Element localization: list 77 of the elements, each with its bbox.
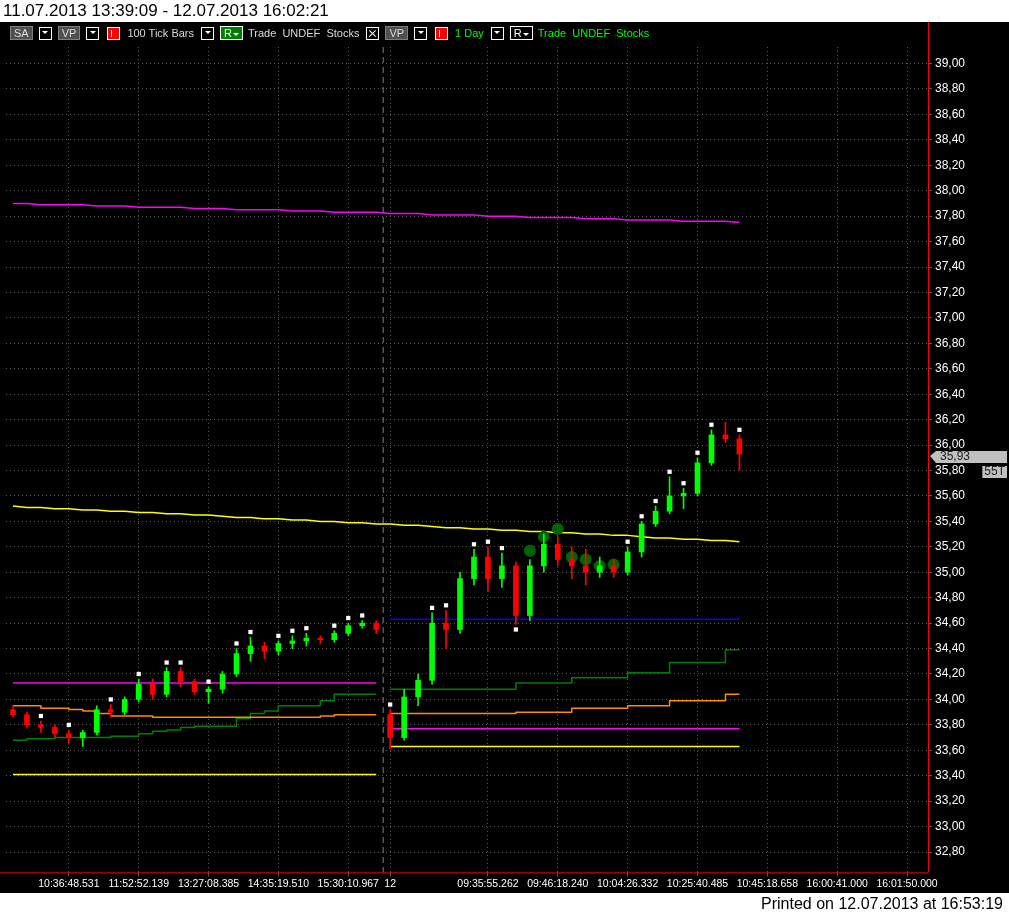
- point: [290, 628, 295, 633]
- point: [276, 633, 281, 638]
- x-tick-label: 13:27:08.385: [177, 876, 240, 889]
- point: [667, 469, 672, 474]
- point: [360, 613, 365, 618]
- point: [737, 427, 742, 432]
- y-tick-label: 38,60: [935, 106, 966, 121]
- point: [513, 627, 519, 632]
- y-tick-label: 37,20: [935, 284, 966, 299]
- y-tick-label: 33,40: [935, 768, 966, 783]
- y-tick-label: 37,60: [935, 233, 966, 248]
- text: 1 Day: [455, 27, 484, 39]
- point: [681, 481, 686, 486]
- point: [178, 660, 183, 665]
- text: VP: [61, 27, 77, 39]
- y-tick-label: 32,80: [935, 844, 966, 859]
- x-tick-label: 09:35:55.262: [457, 876, 519, 889]
- y-tick-label: 35,60: [935, 488, 966, 503]
- y-tick-label: 39,00: [935, 55, 966, 70]
- point: [653, 498, 658, 504]
- y-tick-label: 35,20: [935, 539, 966, 554]
- point: [108, 697, 113, 702]
- y-tick-label: 37,80: [935, 208, 966, 223]
- x-tick-label: 10:45:18.658: [736, 876, 799, 889]
- y-tick-label: 38,20: [935, 157, 966, 172]
- x-tick-label: 10:04:26.332: [597, 876, 659, 889]
- y-tick-label: 36,60: [935, 361, 966, 376]
- x-tick-label: 14:35:19.510: [247, 876, 310, 889]
- text: Trade UNDEF Stocks: [247, 27, 360, 39]
- y-tick-label: 33,60: [935, 742, 966, 757]
- y-tick-label: 35,80: [935, 462, 966, 477]
- y-tick-label: 35,00: [935, 564, 966, 579]
- point: [551, 523, 564, 536]
- text: SA: [14, 27, 29, 39]
- point: [248, 629, 253, 635]
- point: [388, 702, 393, 707]
- x-tick-label: 15:30:10.967: [317, 876, 380, 889]
- x-tick-label: 12: [384, 876, 397, 889]
- y-tick-label: 33,20: [935, 793, 966, 808]
- y-tick-label: 36,40: [935, 386, 966, 401]
- y-tick-label: 34,80: [935, 590, 966, 604]
- y-tick-label: 34,40: [935, 640, 966, 655]
- y-tick-label: 34,20: [935, 666, 966, 681]
- y-tick-label: 37,00: [935, 310, 966, 325]
- x-tick-label: 16:00:41.000: [806, 876, 869, 889]
- x-tick-label: 11:52:52.139: [108, 876, 170, 889]
- y-tick-label: 33,80: [935, 717, 966, 732]
- y-tick-label: 33,00: [935, 818, 966, 833]
- text: Trade UNDEF Stocks: [537, 27, 650, 39]
- y-tick-label: 34,60: [935, 615, 966, 630]
- y-tick-label: 36,80: [935, 335, 966, 350]
- point: [523, 544, 536, 557]
- text: Printed on 12.07.2013 at 16:53:19: [761, 894, 1003, 914]
- point: [206, 679, 211, 684]
- x-tick-label: 16:01:50.000: [876, 876, 938, 889]
- y-tick-label: 38,00: [935, 183, 966, 198]
- y-tick-label: 37,40: [935, 259, 966, 274]
- text: 100 Tick Bars: [127, 27, 195, 39]
- chart-title: 11.07.2013 13:39:09 - 12.07.2013 16:02:21: [2, 0, 330, 22]
- point: [695, 450, 700, 455]
- text: 55T: [984, 464, 1006, 479]
- y-tick-label: 38,80: [935, 81, 966, 96]
- x-tick-label: 10:36:48.531: [38, 876, 100, 889]
- point: [164, 660, 169, 665]
- y-tick-label: 36,20: [935, 411, 966, 426]
- x-tick-label: 09:46:18.240: [527, 876, 589, 889]
- text: R: [513, 27, 522, 39]
- y-tick-label: 38,40: [935, 132, 966, 147]
- x-tick-label: 10:25:40.485: [666, 876, 729, 889]
- text: R: [224, 27, 232, 39]
- y-tick-label: 36,00: [935, 437, 966, 452]
- point: [709, 422, 714, 427]
- point: [234, 641, 239, 646]
- text: 35,93: [940, 449, 971, 464]
- text: VP: [389, 27, 405, 39]
- y-tick-label: 34,00: [935, 691, 966, 706]
- y-tick-label: 35,40: [935, 513, 966, 528]
